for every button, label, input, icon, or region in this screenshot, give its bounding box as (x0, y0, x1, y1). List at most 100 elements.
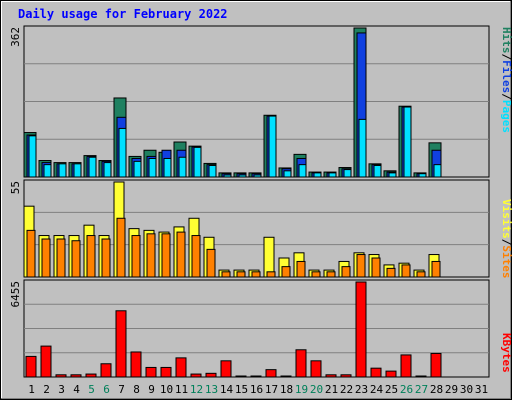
x-tick-label-31: 31 (475, 383, 488, 396)
bar-sites-day-13 (206, 248, 216, 278)
x-tick-label-16: 16 (250, 383, 263, 396)
bar-sites-day-23 (356, 254, 366, 278)
bar-pages-day-6 (103, 162, 112, 178)
bar-pages-day-25 (388, 172, 397, 178)
visits-panel-ymax-label: 55 (9, 181, 22, 194)
x-tick-label-17: 17 (265, 383, 278, 396)
bar-kbytes-day-20 (310, 360, 322, 378)
bar-kbytes-day-8 (130, 351, 142, 378)
bar-kbytes-day-27 (415, 375, 427, 378)
x-tick-label-5: 5 (88, 383, 95, 396)
bar-sites-day-8 (131, 235, 141, 278)
x-tick-label-1: 1 (28, 383, 35, 396)
x-tick-label-8: 8 (133, 383, 140, 396)
bar-sites-day-1 (26, 229, 36, 278)
bar-kbytes-day-25 (385, 370, 397, 378)
bar-sites-day-6 (101, 238, 111, 278)
legend-sep-1: / (500, 54, 512, 61)
bar-sites-day-11 (176, 231, 186, 278)
bar-pages-day-19 (298, 164, 307, 178)
bar-sites-day-26 (401, 264, 411, 278)
legend-sites: Sites (500, 245, 512, 278)
legend-top: Hits/Files/Pages (500, 27, 512, 133)
bar-sites-day-25 (386, 267, 396, 278)
bar-pages-day-4 (73, 163, 82, 178)
x-tick-label-6: 6 (103, 383, 110, 396)
x-tick-label-2: 2 (43, 383, 50, 396)
bar-sites-day-24 (371, 257, 381, 278)
legend-files: Files (500, 60, 512, 93)
bar-sites-day-19 (296, 260, 306, 278)
bar-sites-day-5 (86, 235, 96, 278)
hits-panel-ymax-label: 362 (9, 27, 22, 47)
x-tick-label-22: 22 (340, 383, 353, 396)
bar-sites-day-7 (116, 217, 126, 278)
x-tick-label-15: 15 (235, 383, 248, 396)
bar-pages-day-21 (328, 172, 337, 178)
x-tick-label-23: 23 (355, 383, 368, 396)
visits-sites-panel (23, 179, 490, 278)
legend-visits: Visits (500, 199, 512, 239)
bar-kbytes-day-12 (190, 373, 202, 378)
bar-pages-day-1 (28, 135, 37, 178)
bar-pages-day-2 (43, 164, 52, 178)
bar-kbytes-day-17 (265, 369, 277, 378)
hits-files-pages-panel (23, 25, 490, 178)
bar-pages-day-11 (178, 156, 187, 178)
bar-pages-day-26 (403, 106, 412, 178)
bar-kbytes-day-9 (145, 366, 157, 378)
legend-sep-2: / (500, 93, 512, 100)
x-tick-label-7: 7 (118, 383, 125, 396)
bar-pages-day-15 (238, 174, 247, 178)
bar-pages-day-10 (163, 157, 172, 178)
x-tick-label-20: 20 (310, 383, 323, 396)
bar-sites-day-16 (251, 271, 261, 278)
x-tick-label-29: 29 (445, 383, 458, 396)
x-tick-label-27: 27 (415, 383, 428, 396)
bar-pages-day-18 (283, 170, 292, 178)
x-tick-label-28: 28 (430, 383, 443, 396)
bar-kbytes-day-2 (40, 345, 52, 378)
legend-middle: Visits/Sites (500, 199, 512, 279)
bar-kbytes-day-10 (160, 366, 172, 378)
bar-pages-day-8 (133, 160, 142, 178)
bar-sites-day-28 (431, 260, 441, 278)
bar-sites-day-4 (71, 240, 81, 278)
bar-kbytes-day-28 (430, 352, 442, 378)
x-tick-label-10: 10 (160, 383, 173, 396)
bar-kbytes-day-21 (325, 374, 337, 378)
bar-kbytes-day-13 (205, 372, 217, 378)
kbytes-panel (23, 279, 490, 378)
chart-title: Daily usage for February 2022 (18, 7, 228, 21)
legend-hits: Hits (500, 27, 512, 54)
bar-kbytes-day-26 (400, 354, 412, 378)
x-tick-label-18: 18 (280, 383, 293, 396)
bar-pages-day-20 (313, 172, 322, 178)
x-tick-label-14: 14 (220, 383, 234, 396)
bar-pages-day-12 (193, 146, 202, 178)
bar-pages-day-5 (88, 156, 97, 178)
legend-bottom: KBytes (500, 333, 512, 373)
bar-kbytes-day-4 (70, 374, 82, 378)
bar-sites-day-17 (266, 271, 276, 278)
x-tick-label-11: 11 (175, 383, 188, 396)
bar-kbytes-day-14 (220, 360, 232, 378)
bar-sites-day-9 (146, 233, 156, 278)
kbytes-panel-ymax-label: 6455 (9, 281, 22, 308)
bar-pages-day-27 (418, 173, 427, 178)
bar-sites-day-15 (236, 271, 246, 278)
x-tick-label-4: 4 (73, 383, 80, 396)
x-tick-label-24: 24 (370, 383, 384, 396)
x-tick-label-21: 21 (325, 383, 338, 396)
x-tick-label-25: 25 (385, 383, 398, 396)
legend-pages: Pages (500, 100, 512, 133)
bar-pages-day-13 (208, 164, 217, 178)
bar-kbytes-day-23 (355, 281, 367, 378)
bar-pages-day-14 (223, 174, 232, 178)
x-tick-label-30: 30 (460, 383, 473, 396)
x-tick-label-9: 9 (148, 383, 155, 396)
bar-kbytes-day-3 (55, 374, 67, 378)
x-tick-label-19: 19 (295, 383, 308, 396)
bar-sites-day-12 (191, 235, 201, 278)
x-tick-label-26: 26 (400, 383, 413, 396)
